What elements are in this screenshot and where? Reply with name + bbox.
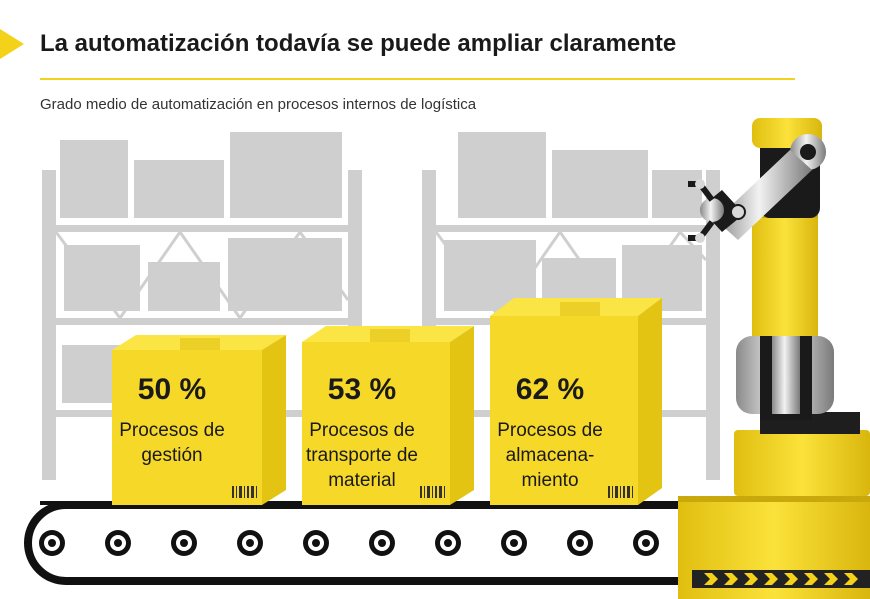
barcode-icon	[608, 486, 633, 498]
box-2-label: 53 % Procesos de transporte de material	[292, 372, 432, 493]
box-3-shape	[490, 298, 662, 505]
page-subtitle: Grado medio de automatización en proceso…	[40, 96, 477, 113]
barcode-icon	[420, 486, 445, 498]
box-2-percent: 53 %	[327, 373, 397, 406]
box-3-percent: 62 %	[515, 373, 585, 406]
box-1-description: Procesos de gestión	[119, 420, 225, 466]
title-divider	[40, 78, 795, 80]
box-1-label: 50 % Procesos de gestión	[102, 372, 242, 468]
robot-arm-icon	[678, 118, 870, 599]
box-1-shape	[112, 335, 286, 505]
page-title: La automatización todavía se puede ampli…	[40, 30, 677, 57]
box-3-description: Procesos de almacena- miento	[497, 420, 603, 491]
barcode-icon	[232, 486, 257, 498]
corner-accent-icon	[0, 29, 24, 59]
box-2-shape	[302, 326, 474, 505]
conveyor-belt-icon	[24, 501, 732, 585]
box-2-description: Procesos de transporte de material	[306, 420, 418, 491]
box-3-label: 62 % Procesos de almacena- miento	[480, 372, 620, 493]
box-1-percent: 50 %	[137, 373, 207, 406]
